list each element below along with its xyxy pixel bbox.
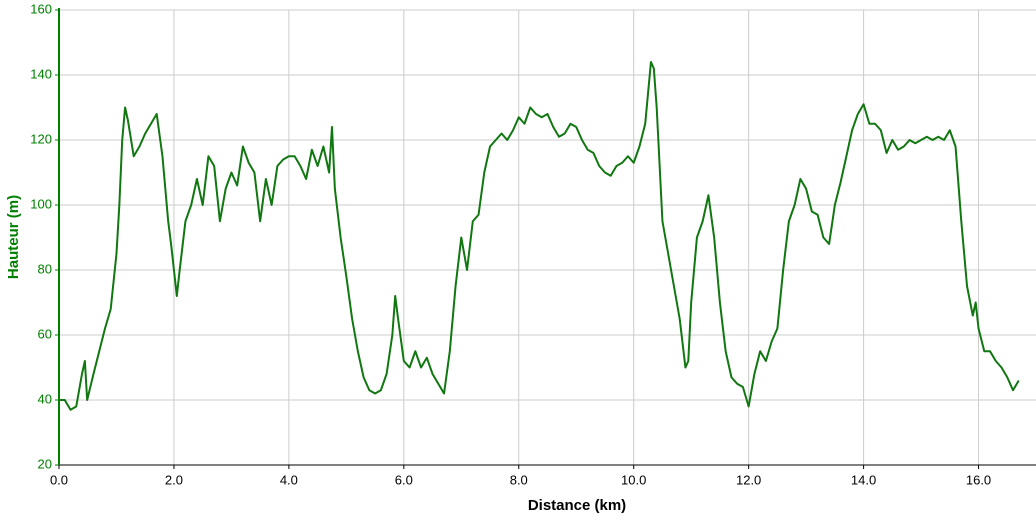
- x-tick-label: 12.0: [736, 472, 761, 487]
- x-tick-label: 8.0: [510, 472, 528, 487]
- x-tick-label: 2.0: [165, 472, 183, 487]
- y-tick-label: 80: [38, 261, 52, 276]
- y-tick-label: 40: [38, 391, 52, 406]
- x-tick-label: 0.0: [50, 472, 68, 487]
- y-tick-label: 100: [30, 196, 52, 211]
- y-tick-label: 60: [38, 326, 52, 341]
- y-tick-label: 140: [30, 66, 52, 81]
- y-tick-label: 120: [30, 131, 52, 146]
- x-tick-label: 14.0: [851, 472, 876, 487]
- x-tick-label: 16.0: [966, 472, 991, 487]
- y-tick-label: 160: [30, 1, 52, 16]
- elevation-line: [59, 61, 1020, 411]
- y-axis-label: Hauteur (m): [5, 195, 22, 279]
- x-axis-label: Distance (km): [528, 497, 626, 514]
- x-tick-label: 10.0: [621, 472, 646, 487]
- y-tick-label: 20: [38, 456, 52, 471]
- x-tick-label: 4.0: [280, 472, 298, 487]
- x-tick-label: 6.0: [395, 472, 413, 487]
